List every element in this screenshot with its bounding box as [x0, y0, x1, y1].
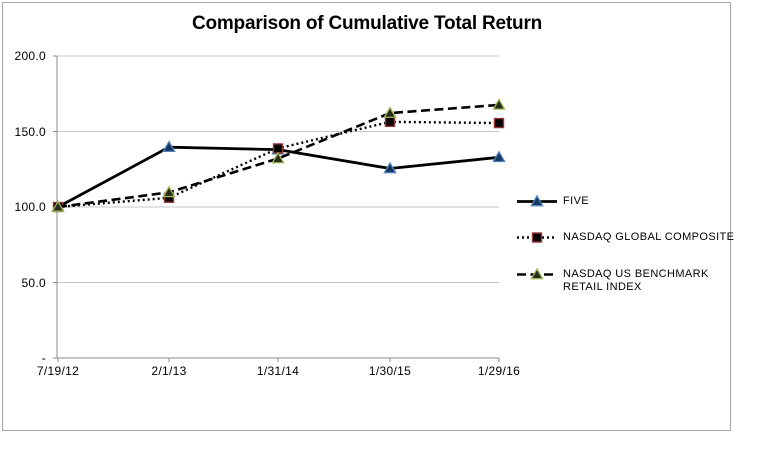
y-tick-label: 50.0 [21, 275, 46, 290]
y-tick-label: 200.0 [14, 49, 46, 63]
x-tick-label: 1/31/14 [256, 364, 300, 378]
series-marker [271, 151, 285, 164]
series-marker [493, 117, 505, 129]
y-tick-label: 150.0 [14, 124, 46, 139]
series-marker [51, 200, 65, 212]
series-marker [162, 185, 176, 198]
series-marker [492, 150, 506, 163]
series-marker [384, 116, 396, 128]
legend-item-nasdaq-us-benchmark-retail-index: NASDAQ US BENCHMARK RETAIL INDEX [517, 268, 735, 294]
series-marker [162, 140, 176, 153]
nasdaq-global-composite-legend-icon [517, 232, 557, 243]
y-tick-label: - [41, 351, 46, 365]
series-marker [383, 161, 397, 174]
series-marker [272, 143, 284, 154]
nasdaq-us-benchmark-retail-index-legend-icon [517, 268, 557, 280]
x-tick-label: 1/29/16 [477, 364, 521, 378]
x-tick-label: 7/19/12 [36, 364, 80, 378]
x-tick-label: 2/1/13 [151, 364, 187, 378]
chart-frame [2, 2, 731, 431]
five-series-legend-icon [517, 195, 557, 207]
legend-item-five: FIVE [517, 195, 735, 208]
x-tick-label: 1/30/15 [368, 364, 412, 378]
legend-item-nasdaq-global-composite: NASDAQ GLOBAL COMPOSITE [517, 231, 735, 244]
legend-label-nasdaq-us-benchmark-retail-index: NASDAQ US BENCHMARK RETAIL INDEX [563, 268, 709, 293]
series-marker [383, 106, 397, 118]
legend-label-nasdaq-global-composite: NASDAQ GLOBAL COMPOSITE [563, 231, 735, 243]
y-tick-label: 100.0 [14, 200, 46, 214]
series-marker [492, 98, 506, 110]
legend-label-five: FIVE [563, 195, 590, 207]
series-line [57, 103, 500, 209]
chart-title: Comparison of Cumulative Total Return [191, 13, 543, 34]
